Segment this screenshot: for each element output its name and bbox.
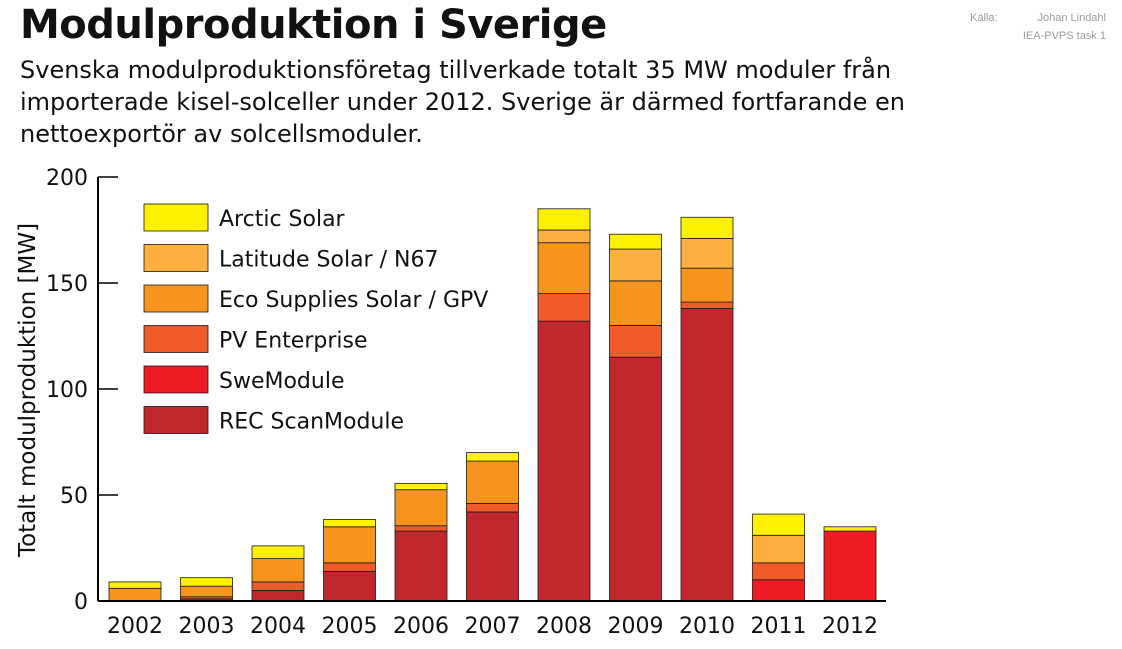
bar-segment-2005-rec-scanmodule	[323, 570, 376, 602]
bars-group	[108, 208, 877, 602]
chart-subtitle: Svenska modulproduktionsföretag tillverk…	[20, 54, 920, 150]
bar-segment-2003-eco-supplies-solar-gpv	[180, 585, 233, 598]
source-label: Källa:	[970, 12, 998, 24]
bar-segment-2009-latitude-solar-n67	[609, 248, 662, 282]
bar-segment-2004-rec-scanmodule	[251, 590, 305, 602]
x-tick-label-2009: 2009	[608, 614, 664, 639]
legend-label-latitude-solar-n67: Latitude Solar / N67	[219, 248, 438, 273]
bar-segment-2011-latitude-solar-n67	[752, 534, 805, 564]
bar-segment-2008-rec-scanmodule	[537, 320, 591, 602]
x-tick-label-2004: 2004	[250, 614, 306, 639]
source-note: Källa: Johan Lindahl IEA-PVPS task 1	[970, 12, 1110, 48]
bar-segment-2007-rec-scanmodule	[466, 511, 519, 602]
bar-segment-2005-arctic-solar	[323, 518, 376, 528]
bar-segment-2009-eco-supplies-solar-gpv	[609, 280, 662, 326]
bar-segment-2012-arctic-solar	[823, 526, 877, 532]
x-tick-label-2005: 2005	[322, 614, 378, 639]
bar-segment-2010-pv-enterprise	[680, 301, 734, 309]
y-tick-label-50: 50	[60, 484, 88, 509]
bar-segment-2006-pv-enterprise	[394, 525, 448, 532]
bar-segment-2011-arctic-solar	[752, 513, 805, 536]
legend-label-arctic-solar: Arctic Solar	[219, 207, 346, 232]
bar-segment-2007-eco-supplies-solar-gpv	[466, 460, 519, 504]
x-tick-label-2011: 2011	[751, 614, 807, 639]
legend-label-pv-enterprise: PV Enterprise	[219, 329, 367, 354]
legend-swatch-rec-scanmodule	[143, 406, 209, 434]
bar-segment-2005-eco-supplies-solar-gpv	[323, 526, 376, 564]
bar-segment-2011-swemodule	[752, 579, 805, 602]
bar-segment-2010-arctic-solar	[680, 216, 734, 239]
bar-segment-2009-arctic-solar	[609, 233, 662, 250]
bar-segment-2004-arctic-solar	[251, 545, 305, 560]
x-tick-label-2006: 2006	[393, 614, 449, 639]
x-tick-label-2003: 2003	[179, 614, 235, 639]
legend-label-swemodule: SweModule	[219, 369, 345, 394]
bar-segment-2010-eco-supplies-solar-gpv	[680, 267, 734, 303]
subtitle-line-2: importerade kisel-solceller under 2012. …	[20, 88, 905, 116]
bar-segment-2002-arctic-solar	[108, 581, 162, 589]
legend: Arctic Solar Latitude Solar / N67 Eco Supp…	[143, 203, 488, 435]
source-author: Johan Lindahl	[1037, 12, 1106, 24]
bar-segment-2008-latitude-solar-n67	[537, 229, 591, 244]
bar-segment-2009-rec-scanmodule	[609, 356, 662, 602]
bar-segment-2004-pv-enterprise	[251, 581, 305, 591]
legend-label-eco-supplies-solar-gpv: Eco Supplies Solar / GPV	[219, 288, 488, 313]
bar-segment-2009-pv-enterprise	[609, 324, 662, 358]
bar-segment-2004-eco-supplies-solar-gpv	[251, 558, 305, 583]
bar-segment-2010-latitude-solar-n67	[680, 238, 734, 269]
bar-segment-2008-pv-enterprise	[537, 293, 591, 322]
legend-swatch-pv-enterprise	[143, 325, 209, 353]
y-tick-label-100: 100	[46, 378, 88, 403]
legend-swatch-arctic-solar	[143, 203, 209, 232]
y-tick-label-200: 200	[46, 166, 88, 191]
y-axis-title: Totalt modulproduktion [MW]	[15, 223, 41, 558]
y-tick-label-0: 0	[74, 590, 88, 615]
bar-segment-2011-pv-enterprise	[752, 562, 805, 581]
bar-segment-2012-swemodule	[823, 530, 877, 602]
legend-swatch-latitude-solar-n67	[143, 244, 209, 272]
x-tick-label-2002: 2002	[107, 614, 163, 639]
x-tick-label-2007: 2007	[465, 614, 521, 639]
x-tick-label-2012: 2012	[822, 614, 878, 639]
bar-segment-2007-arctic-solar	[466, 452, 519, 462]
bar-segment-2007-pv-enterprise	[466, 503, 519, 513]
bar-segment-2008-arctic-solar	[537, 208, 591, 231]
x-tick-label-2008: 2008	[536, 614, 592, 639]
legend-swatch-swemodule	[143, 365, 209, 394]
x-tick-label-2010: 2010	[679, 614, 735, 639]
source-organization: IEA-PVPS task 1	[1022, 30, 1106, 42]
y-tick-label-150: 150	[46, 272, 88, 297]
bar-segment-2006-eco-supplies-solar-gpv	[394, 489, 448, 527]
chart-title: Modulproduktion i Sverige	[20, 2, 607, 48]
subtitle-line-3: nettoexportör av solcellsmoduler.	[20, 120, 423, 148]
bar-segment-2008-eco-supplies-solar-gpv	[537, 242, 591, 295]
bar-segment-2002-eco-supplies-solar-gpv	[108, 587, 162, 602]
legend-label-rec-scanmodule: REC ScanModule	[219, 410, 404, 435]
bar-segment-2010-rec-scanmodule	[680, 308, 734, 602]
bar-segment-2003-arctic-solar	[180, 577, 233, 587]
bar-segment-2006-arctic-solar	[394, 482, 448, 491]
subtitle-line-1: Svenska modulproduktionsföretag tillverk…	[20, 56, 892, 84]
bar-segment-2006-rec-scanmodule	[394, 530, 448, 602]
bar-segment-2005-pv-enterprise	[323, 562, 376, 572]
legend-swatch-eco-supplies-solar-gpv	[143, 284, 209, 313]
